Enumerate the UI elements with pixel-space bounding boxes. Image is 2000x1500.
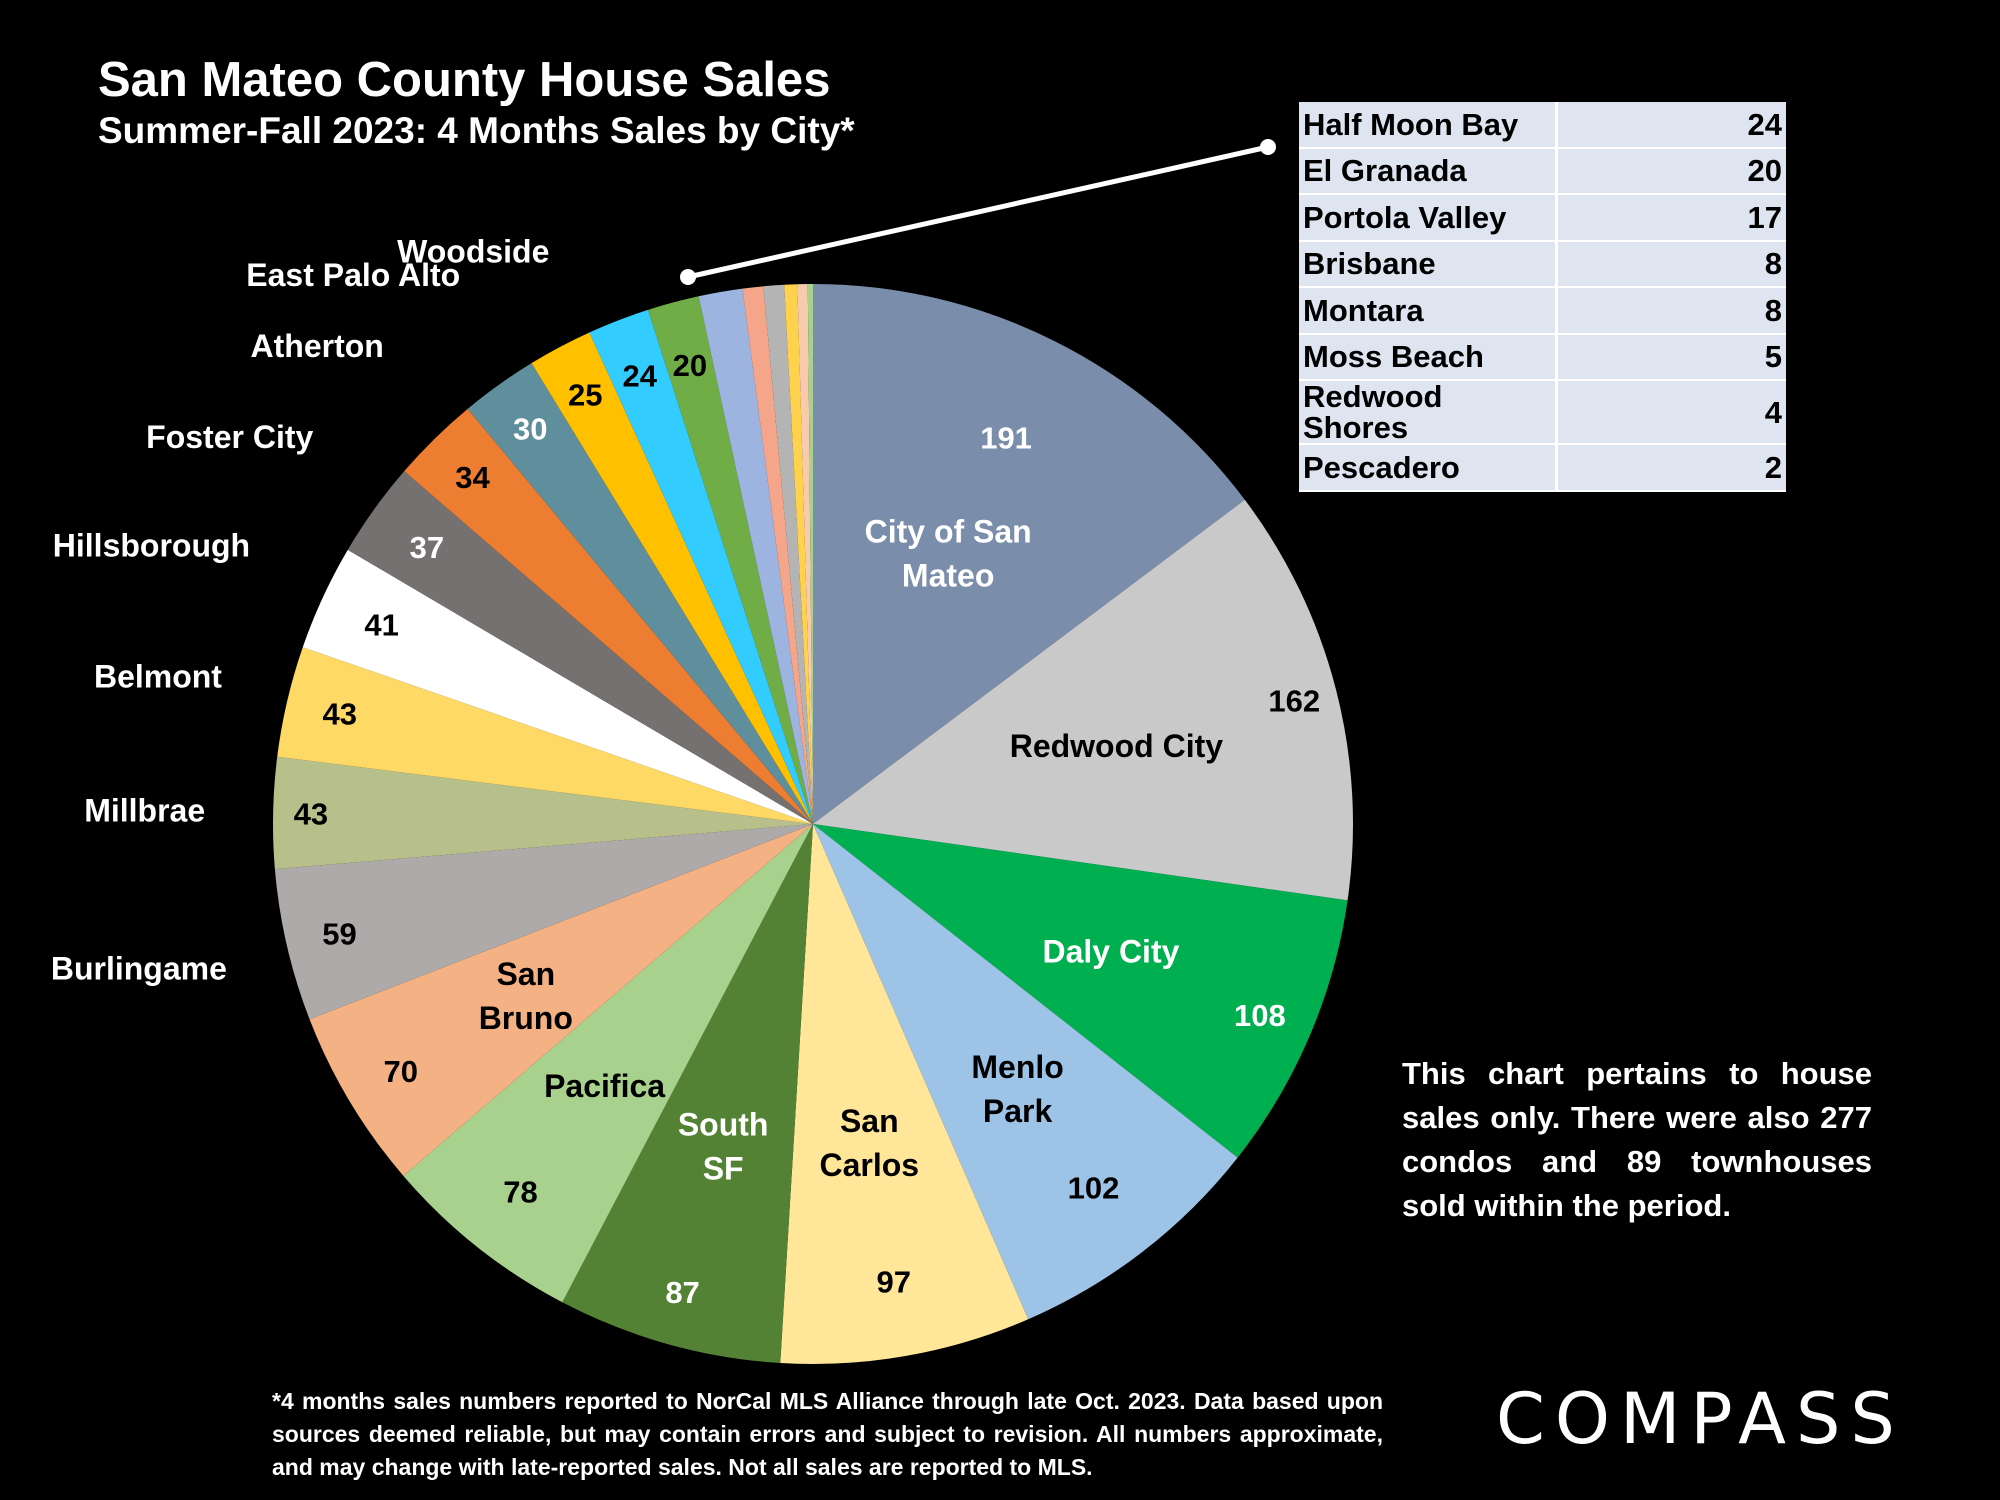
table-cell-city: Pescadero <box>1299 444 1557 492</box>
pie-slice-pacifica <box>403 824 813 1303</box>
value-label-city-of-san-mateo: 191 <box>980 421 1032 456</box>
value-label-hillsborough: 41 <box>364 608 398 643</box>
category-label-foster-city: Foster City <box>146 419 313 455</box>
pie-slice-el-granada <box>648 296 813 824</box>
value-label-foster-city: 37 <box>410 530 444 565</box>
pie-slice-menlo-park <box>813 824 1238 1320</box>
table-row: Portola Valley 17 <box>1299 194 1786 242</box>
pie-labels: 191 City of San Mateo 162 Redwood City 108 Dal… <box>51 234 1320 1311</box>
chart-subtitle: Summer-Fall 2023: 4 Months Sales by City… <box>98 110 855 151</box>
inset-callout-line <box>680 139 1276 285</box>
category-label-hillsborough: Hillsborough <box>53 527 250 563</box>
table-cell-value: 8 <box>1555 240 1786 288</box>
table-row: Half Moon Bay 24 <box>1299 102 1786 149</box>
callout-line <box>687 144 1269 280</box>
table-cell-city: Moss Beach <box>1299 333 1557 381</box>
value-label-san-bruno: 70 <box>383 1054 417 1089</box>
value-label-menlo-park: 102 <box>1068 1170 1120 1205</box>
category-label-atherton: Atherton <box>251 328 384 364</box>
pie-slice-montara <box>763 284 813 824</box>
small-cities-table-body: Half Moon Bay 24 El Granada 20 Portola Valle… <box>1299 102 1786 492</box>
pie-slice-redwood-shores <box>797 284 813 825</box>
category-label-east-palo-alto: East Palo Alto <box>246 257 460 293</box>
value-label-millbrae: 43 <box>294 797 328 832</box>
pie-slice-half-moon-bay <box>589 309 813 824</box>
category-label-belmont: Belmont <box>94 659 222 695</box>
table-cell-value: 2 <box>1555 444 1786 492</box>
pie-slice-south-sf <box>562 824 813 1364</box>
table-cell-value: 24 <box>1555 102 1786 149</box>
pie-slice-east-palo-alto <box>467 363 813 824</box>
pie-slice-san-bruno <box>309 824 813 1176</box>
pie-slice-portola-valley <box>698 288 813 824</box>
table-cell-city: Portola Valley <box>1299 194 1557 242</box>
value-label-san-carlos: 97 <box>876 1264 910 1299</box>
condo-townhouse-note: This chart pertains to house sales only.… <box>1402 1056 1872 1223</box>
table-cell-value: 17 <box>1555 194 1786 242</box>
table-cell-city: Montara <box>1299 287 1557 335</box>
pie-slice-belmont <box>277 647 813 824</box>
pie-slice-daly-city <box>813 824 1348 1158</box>
chart-title: San Mateo County House Sales <box>98 53 831 107</box>
table-row: Redwood Shores 4 <box>1299 380 1786 445</box>
pie-slice-millbrae <box>273 756 813 870</box>
pie-slice-redwood-city <box>813 499 1353 901</box>
value-label-el-granada: 20 <box>673 348 707 383</box>
table-row: Pescadero 2 <box>1299 444 1786 492</box>
pie-slices <box>273 284 1353 1364</box>
table-row: Moss Beach 5 <box>1299 333 1786 381</box>
category-label-menlo-park: Menlo Park <box>971 1049 1063 1129</box>
category-label-south-sf: South SF <box>678 1107 769 1187</box>
value-label-half-moon-bay: 24 <box>623 359 658 394</box>
table-row: Brisbane 8 <box>1299 240 1786 288</box>
value-label-atherton: 34 <box>455 460 490 495</box>
pie-slice-woodside <box>531 332 813 824</box>
pie-slice-pescadero <box>807 284 813 824</box>
pie-slice-foster-city <box>347 471 813 824</box>
category-label-san-bruno: San Bruno <box>479 956 573 1036</box>
table-row: El Granada 20 <box>1299 147 1786 195</box>
category-label-woodside: Woodside <box>397 234 549 270</box>
pie-slice-hillsborough <box>302 549 813 824</box>
value-label-belmont: 43 <box>322 697 356 732</box>
table-cell-city: Half Moon Bay <box>1299 102 1557 149</box>
callout-dot-end <box>1260 139 1276 155</box>
category-label-daly-city: Daly City <box>1042 933 1179 969</box>
table-cell-city: Brisbane <box>1299 240 1557 288</box>
category-label-city-of-san-mateo: City of San Mateo <box>865 513 1032 593</box>
category-label-redwood-city: Redwood City <box>1010 728 1224 764</box>
pie-slice-burlingame <box>274 824 813 1020</box>
table-cell-value: 4 <box>1555 380 1786 445</box>
category-label-millbrae: Millbrae <box>84 793 205 829</box>
pie-slice-san-carlos <box>780 824 1029 1364</box>
table-cell-value: 8 <box>1555 287 1786 335</box>
pie-slice-city-of-san-mateo <box>813 284 1245 824</box>
pie-slice-brisbane <box>742 286 813 825</box>
pie-slice-atherton <box>404 408 813 824</box>
callout-dot-start <box>680 269 696 285</box>
table-cell-value: 20 <box>1555 147 1786 195</box>
table-row: Montara 8 <box>1299 287 1786 335</box>
category-label-san-carlos: San Carlos <box>820 1103 920 1183</box>
table-cell-city: Redwood Shores <box>1299 380 1557 445</box>
compass-logo: COMPASS <box>1496 1378 1905 1460</box>
small-cities-table: Half Moon Bay 24 El Granada 20 Portola Valle… <box>1299 102 1786 492</box>
pie-slice-moss-beach <box>784 284 813 825</box>
value-label-daly-city: 108 <box>1234 998 1286 1033</box>
value-label-south-sf: 87 <box>665 1275 699 1310</box>
value-label-pacifica: 78 <box>503 1175 537 1210</box>
category-label-pacifica: Pacifica <box>544 1068 665 1104</box>
footnote: *4 months sales numbers reported to NorC… <box>272 1388 1383 1480</box>
value-label-east-palo-alto: 30 <box>513 412 547 447</box>
value-label-woodside: 25 <box>568 378 602 413</box>
category-label-burlingame: Burlingame <box>51 951 227 987</box>
table-cell-city: El Granada <box>1299 147 1557 195</box>
value-label-redwood-city: 162 <box>1268 684 1320 719</box>
table-cell-value: 5 <box>1555 333 1786 381</box>
value-label-burlingame: 59 <box>322 916 356 951</box>
